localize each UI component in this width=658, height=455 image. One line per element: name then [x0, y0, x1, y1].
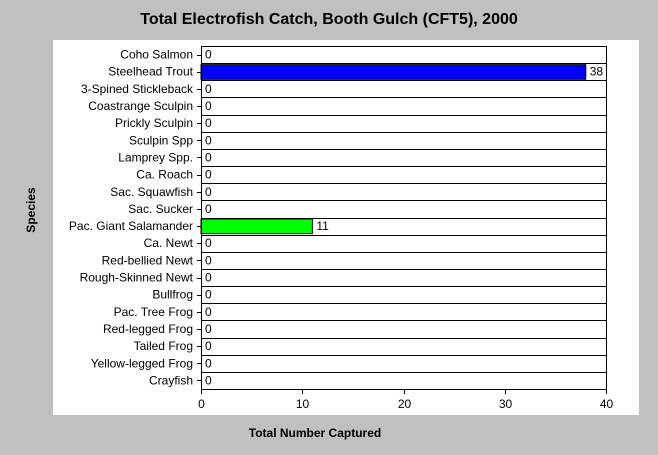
data-label: 0 — [205, 253, 212, 267]
category-label: Lamprey Spp. — [118, 150, 193, 164]
data-label: 0 — [205, 356, 212, 370]
data-label: 0 — [205, 168, 212, 182]
category-label: Steelhead Trout — [108, 65, 193, 79]
data-label: 0 — [205, 339, 212, 353]
category-label: Red-legged Frog — [103, 322, 193, 336]
category-label: Rough-Skinned Newt — [80, 271, 194, 285]
plot-panel — [53, 40, 639, 415]
data-label: 0 — [205, 116, 212, 130]
category-label: 3-Spined Stickleback — [81, 82, 194, 96]
data-label: 38 — [590, 65, 604, 79]
category-label: Sculpin Spp — [129, 133, 193, 147]
data-label: 0 — [205, 99, 212, 113]
data-label: 0 — [205, 322, 212, 336]
data-label: 0 — [205, 271, 212, 285]
data-label: 0 — [205, 236, 212, 250]
category-label: Red-bellied Newt — [102, 253, 194, 267]
category-label: Ca. Newt — [144, 236, 194, 250]
category-label: Bullfrog — [152, 288, 193, 302]
category-label: Sac. Squawfish — [110, 185, 193, 199]
category-label: Coho Salmon — [120, 48, 193, 62]
data-label: 11 — [316, 219, 329, 233]
data-label: 0 — [205, 202, 212, 216]
x-axis-label: Total Number Captured — [248, 426, 382, 440]
x-tick-label: 20 — [398, 397, 412, 411]
bar — [200, 218, 313, 235]
data-label: 0 — [205, 305, 212, 319]
category-label: Prickly Sculpin — [115, 116, 193, 130]
data-label: 0 — [205, 185, 212, 199]
x-tick-label: 10 — [296, 397, 310, 411]
data-label: 0 — [205, 82, 212, 96]
category-label: Pac. Tree Frog — [114, 305, 193, 319]
category-label: Coastrange Sculpin — [88, 99, 193, 113]
data-label: 0 — [205, 48, 212, 62]
bar — [200, 64, 587, 80]
category-label: Ca. Roach — [136, 168, 193, 182]
data-label: 0 — [205, 150, 212, 164]
data-label: 0 — [205, 373, 212, 387]
category-label: Crayfish — [149, 373, 193, 387]
chart-title: Total Electrofish Catch, Booth Gulch (CF… — [140, 11, 518, 28]
data-label: 0 — [205, 133, 212, 147]
x-tick-label: 30 — [499, 397, 513, 411]
category-label: Yellow-legged Frog — [91, 356, 193, 370]
x-tick-label: 40 — [600, 397, 614, 411]
x-tick-label: 0 — [198, 397, 205, 411]
category-label: Pac. Giant Salamander — [69, 219, 193, 233]
category-label: Sac. Sucker — [128, 202, 193, 216]
category-label: Tailed Frog — [134, 339, 193, 353]
data-label: 0 — [205, 288, 212, 302]
